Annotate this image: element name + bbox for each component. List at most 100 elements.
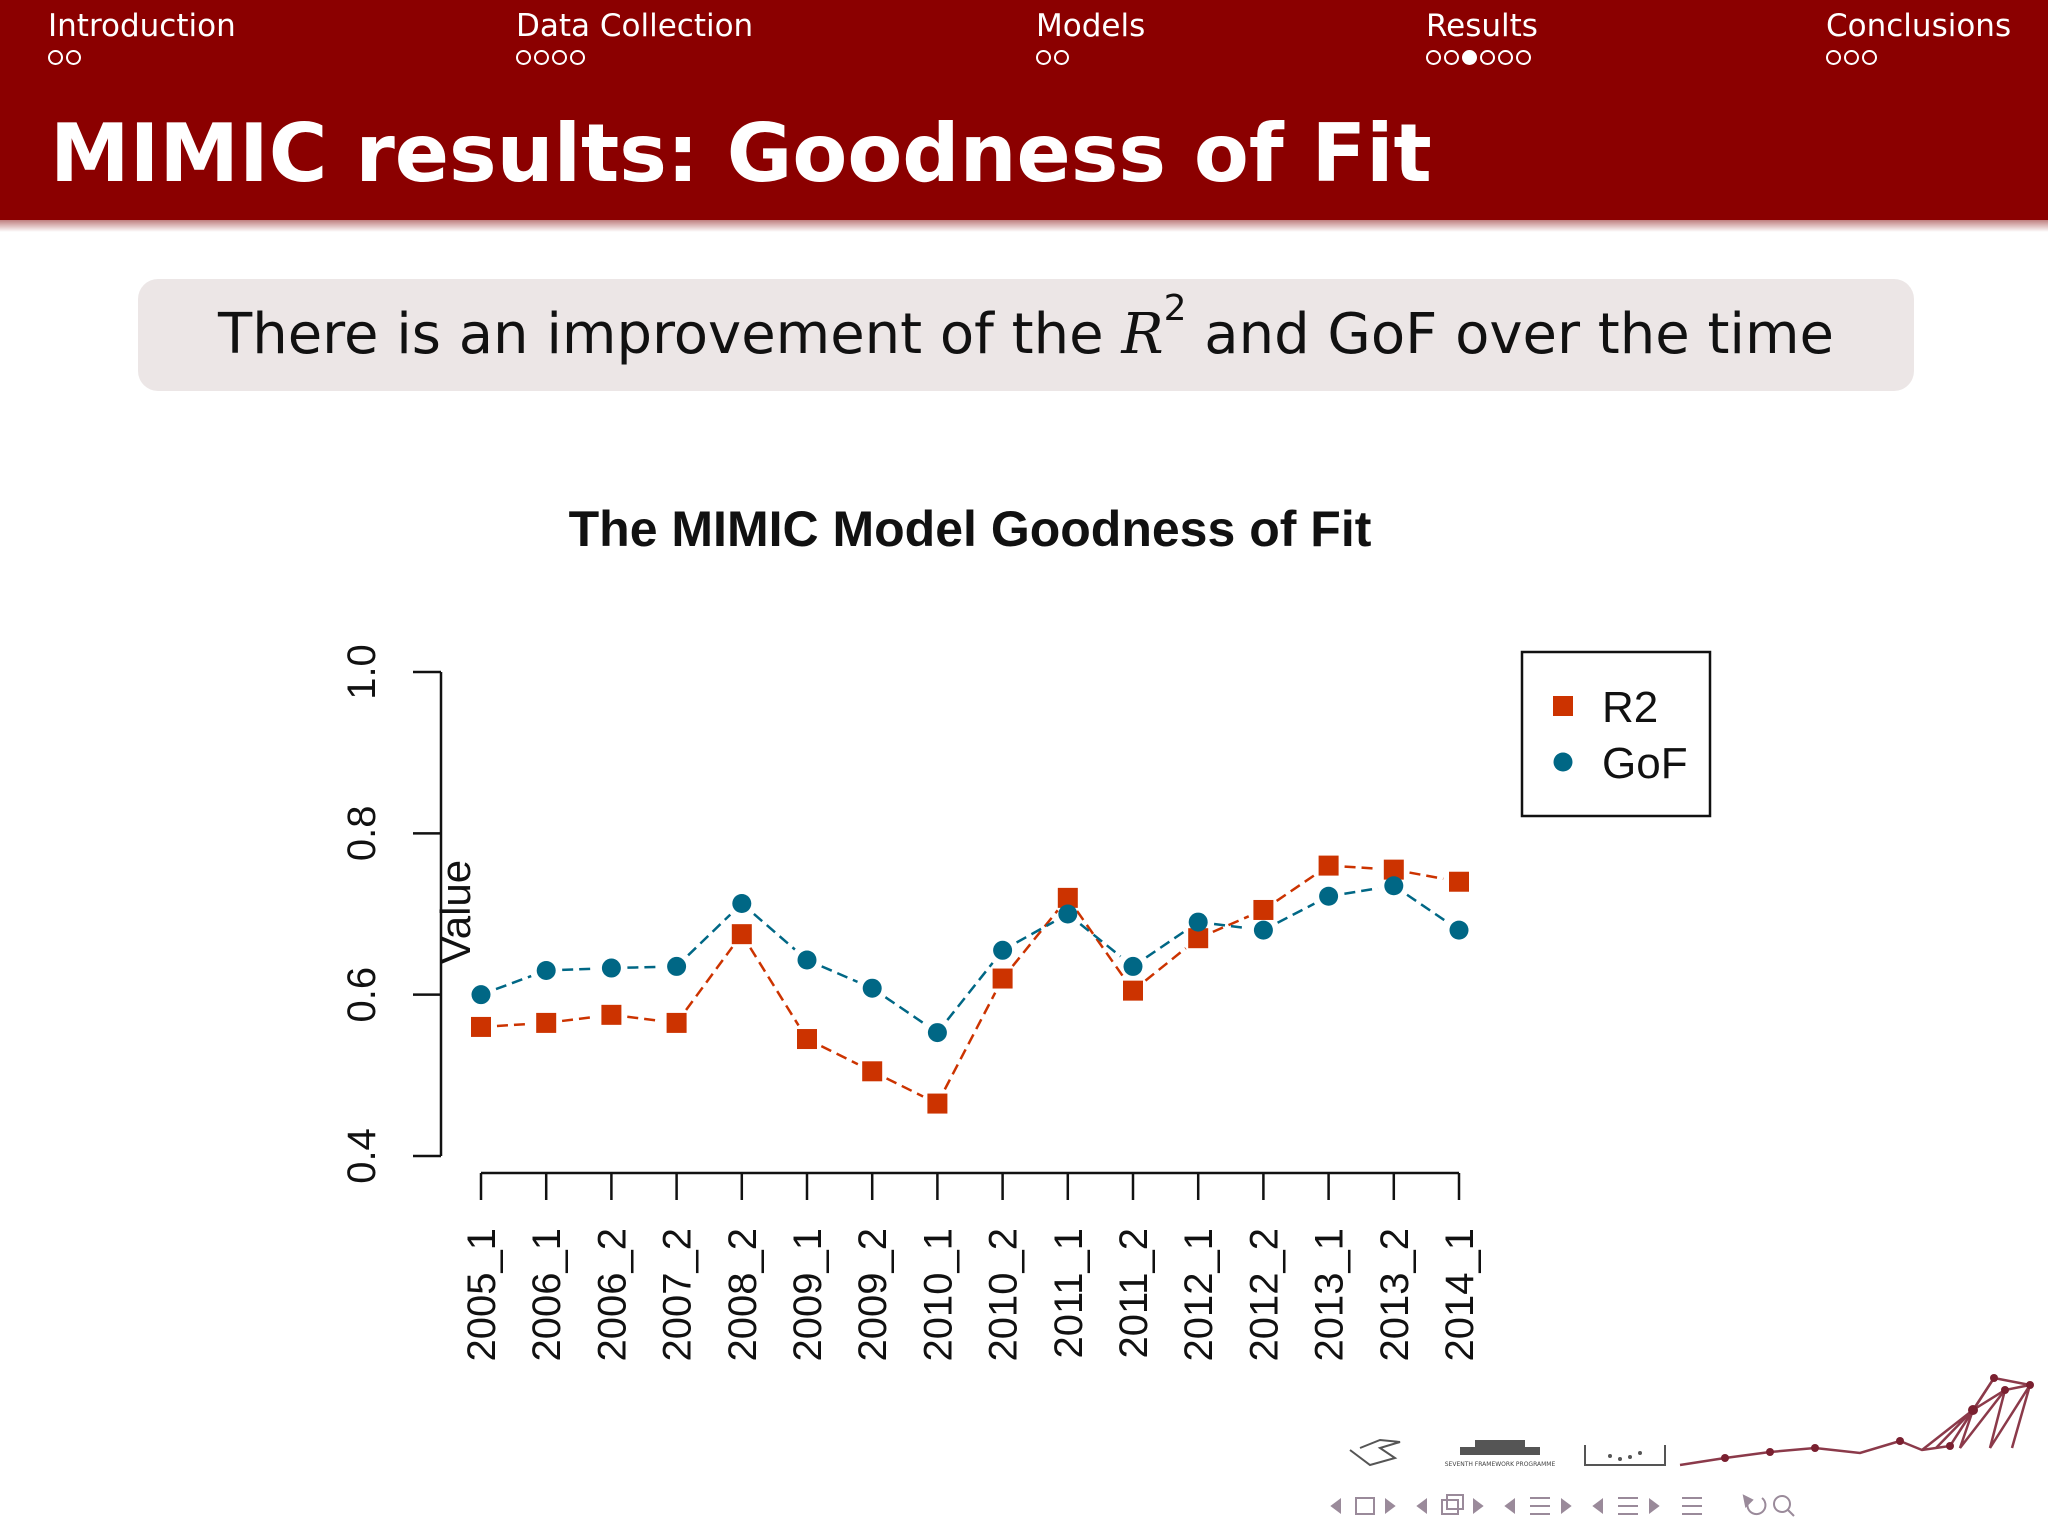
x-tick-label: 2006_1 — [525, 1228, 569, 1361]
subsection-icon[interactable] — [1441, 1494, 1464, 1515]
nav-section-label: Introduction — [48, 8, 236, 44]
nav-arrow-right-icon[interactable] — [1473, 1498, 1484, 1514]
series-line-segment — [1344, 865, 1378, 870]
series-line-segment — [495, 974, 532, 991]
x-tick-label: 2009_2 — [851, 1228, 895, 1361]
nav-arrow-right-icon[interactable] — [1561, 1498, 1572, 1514]
data-point-gof — [601, 958, 621, 978]
back-icon[interactable] — [1742, 1494, 1767, 1516]
fp7-logo-text: SEVENTH FRAMEWORK PROGRAMME — [1445, 1461, 1556, 1468]
nav-section-label: Results — [1426, 8, 1538, 44]
nav-dot[interactable] — [48, 50, 63, 65]
data-point-gof — [667, 956, 687, 976]
nav-arrow-right-icon[interactable] — [1385, 1498, 1396, 1514]
nav-dot[interactable] — [1862, 50, 1877, 65]
x-tick-label: 2012_1 — [1177, 1228, 1221, 1361]
callout-variable: R — [1121, 302, 1164, 367]
series-line-segment — [821, 965, 859, 984]
nav-dot[interactable] — [1480, 50, 1495, 65]
series-line-segment — [1145, 930, 1186, 959]
search-icon[interactable] — [1773, 1495, 1795, 1517]
callout-text-end: and GoF over the time — [1186, 302, 1834, 367]
data-point-r2 — [797, 1029, 817, 1050]
y-axis-label: Value — [432, 860, 479, 964]
nav-arrow-left-icon[interactable] — [1504, 1498, 1515, 1514]
data-point-gof — [797, 950, 817, 970]
data-point-gof — [1058, 904, 1078, 924]
nav-dot[interactable] — [570, 50, 585, 65]
data-point-r2 — [1383, 859, 1404, 880]
data-point-gof — [1384, 876, 1404, 896]
network-logo-icon — [1679, 1376, 2032, 1467]
nav-arrow-left-icon[interactable] — [1330, 1498, 1341, 1514]
data-point-gof — [1188, 912, 1208, 932]
series-line-segment — [1212, 915, 1250, 933]
slide-title: MIMIC results: Goodness of Fit — [50, 107, 1432, 200]
series-r2 — [471, 855, 1469, 1114]
nav-section-introduction[interactable]: Introduction — [48, 4, 236, 65]
nav-dot[interactable] — [1498, 50, 1513, 65]
nav-section-data-collection[interactable]: Data Collection — [516, 4, 753, 65]
y-tick-label: 1.0 — [340, 644, 384, 700]
data-point-r2 — [601, 1004, 622, 1025]
frame-icon[interactable] — [1355, 1497, 1375, 1515]
nav-arrow-right-icon[interactable] — [1649, 1498, 1660, 1514]
network-logo-nodes — [1721, 1374, 2034, 1462]
series-gof — [471, 876, 1469, 1043]
series-line-segment — [1344, 887, 1379, 895]
nav-section-conclusions[interactable]: Conclusions — [1826, 4, 2011, 65]
x-tick-label: 2005_1 — [460, 1228, 504, 1361]
data-point-gof — [732, 894, 752, 914]
nav-dot[interactable] — [66, 50, 81, 65]
series-line-segment — [1409, 871, 1444, 881]
header-bar — [0, 0, 2048, 220]
series-line-segment — [943, 992, 997, 1090]
series-line-segment — [1406, 893, 1447, 923]
callout-text: There is an improvement of the — [218, 302, 1122, 367]
x-tick-label: 2010_2 — [982, 1228, 1026, 1361]
nav-dot[interactable] — [1054, 50, 1069, 65]
series-line-segment — [885, 1077, 924, 1098]
nav-dots — [48, 50, 236, 65]
data-point-r2 — [731, 924, 752, 945]
nav-dots — [1426, 50, 1538, 65]
nav-arrow-left-icon[interactable] — [1592, 1498, 1603, 1514]
x-tick-label: 2007_2 — [656, 1228, 700, 1361]
nav-arrow-left-icon[interactable] — [1416, 1498, 1427, 1514]
map-logo-icon — [1349, 1438, 1401, 1467]
fp7-logo-icon: SEVENTH FRAMEWORK PROGRAMME — [1445, 1440, 1556, 1468]
data-point-r2 — [1188, 928, 1209, 949]
nav-dot[interactable] — [1844, 50, 1859, 65]
nav-dot[interactable] — [1826, 50, 1841, 65]
nav-dot[interactable] — [1426, 50, 1441, 65]
beamer-navigation-controls[interactable] — [1320, 1488, 2040, 1524]
series-line-segment — [496, 1022, 531, 1028]
y-tick-label: 0.6 — [340, 967, 384, 1023]
series-line-segment — [627, 965, 661, 969]
align-icon[interactable] — [1682, 1497, 1702, 1515]
x-tick-label: 2011_2 — [1112, 1228, 1156, 1359]
nav-dot[interactable] — [534, 50, 549, 65]
nav-dot[interactable] — [1036, 50, 1051, 65]
y-tick-label: 0.4 — [340, 1128, 384, 1184]
data-point-gof — [1123, 956, 1143, 976]
series-line-segment — [1079, 923, 1122, 958]
data-point-gof — [1319, 886, 1339, 906]
callout-superscript: 2 — [1163, 288, 1187, 329]
series-line-segment — [884, 996, 925, 1025]
nav-dot[interactable] — [1444, 50, 1459, 65]
nav-section-models[interactable]: Models — [1036, 4, 1145, 65]
nav-dot[interactable] — [516, 50, 531, 65]
section-icon[interactable] — [1530, 1497, 1550, 1515]
nav-section-label: Models — [1036, 8, 1146, 44]
series-line-segment — [1213, 922, 1248, 930]
legend-label: R2 — [1602, 683, 1658, 732]
nav-dot-current[interactable] — [1462, 50, 1477, 65]
x-tick-label: 2013_2 — [1373, 1228, 1417, 1361]
nav-section-label: Conclusions — [1826, 8, 2012, 44]
nav-section-results[interactable]: Results — [1426, 4, 1538, 65]
document-icon[interactable] — [1618, 1497, 1638, 1515]
nav-dot[interactable] — [1516, 50, 1531, 65]
legend-marker-gof — [1553, 752, 1573, 772]
nav-dot[interactable] — [552, 50, 567, 65]
